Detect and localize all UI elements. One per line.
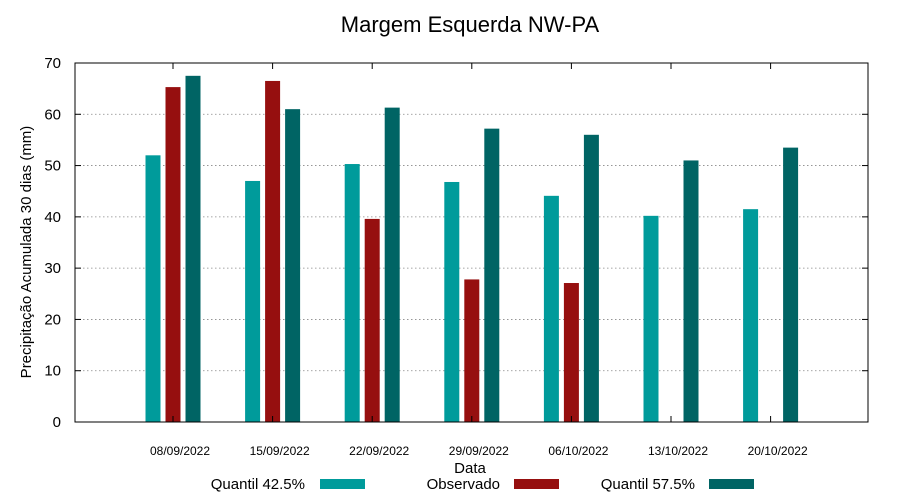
x-tick-label: 06/10/2022 (548, 444, 608, 458)
bar-1-5 (543, 195, 559, 422)
bar-3-6 (683, 160, 699, 422)
bar-2-3 (364, 218, 380, 422)
grid-lines (75, 113, 868, 372)
x-axis-label: Data (454, 460, 486, 477)
y-tick-label: 40 (44, 209, 61, 226)
bar-1-2 (245, 180, 261, 422)
x-tick-label: 22/09/2022 (349, 444, 409, 458)
y-tick-label: 30 (44, 260, 61, 277)
bar-1-7 (743, 209, 759, 422)
y-axis-label: Precipitação Acumulada 30 dias (mm) (18, 126, 35, 379)
y-tick-label: 60 (44, 106, 61, 123)
legend-label-1: Quantil 42.5% (211, 476, 305, 493)
bar-1-1 (145, 155, 161, 423)
legend: Quantil 42.5% Observado Quantil 57.5% (211, 476, 754, 493)
y-tick-label: 0 (53, 414, 61, 431)
y-tick-label: 10 (44, 363, 61, 380)
y-tick-label: 70 (44, 55, 61, 72)
bar-1-6 (643, 215, 659, 422)
bar-2-5 (563, 283, 579, 422)
legend-label-2: Observado (427, 476, 500, 493)
x-tick-label: 29/09/2022 (449, 444, 509, 458)
bars (145, 75, 799, 423)
chart-title: Margem Esquerda NW-PA (341, 12, 600, 37)
bar-3-1 (185, 75, 201, 423)
y-tick-label: 50 (44, 158, 61, 175)
legend-label-3: Quantil 57.5% (601, 476, 695, 493)
legend-swatch-3 (709, 479, 754, 489)
x-tick-label: 08/09/2022 (150, 444, 210, 458)
bar-3-2 (285, 109, 301, 423)
bar-2-2 (265, 80, 281, 422)
x-tick-label: 20/10/2022 (748, 444, 808, 458)
x-tick-label: 13/10/2022 (648, 444, 708, 458)
bar-1-3 (344, 164, 360, 423)
bar-3-3 (384, 107, 400, 423)
legend-swatch-1 (320, 479, 365, 489)
bar-2-1 (165, 87, 181, 423)
y-tick-labels: 0 10 20 30 40 50 60 70 (44, 55, 868, 431)
y-tick-label: 20 (44, 311, 61, 328)
bar-3-7 (783, 147, 799, 422)
bar-2-4 (464, 279, 480, 422)
bar-3-4 (484, 128, 500, 422)
x-tick-labels: 08/09/2022 15/09/2022 22/09/2022 29/09/2022… (150, 63, 808, 458)
bar-3-5 (583, 134, 599, 423)
x-tick-label: 15/09/2022 (250, 444, 310, 458)
bar-1-4 (444, 181, 460, 422)
legend-swatch-2 (514, 479, 559, 489)
